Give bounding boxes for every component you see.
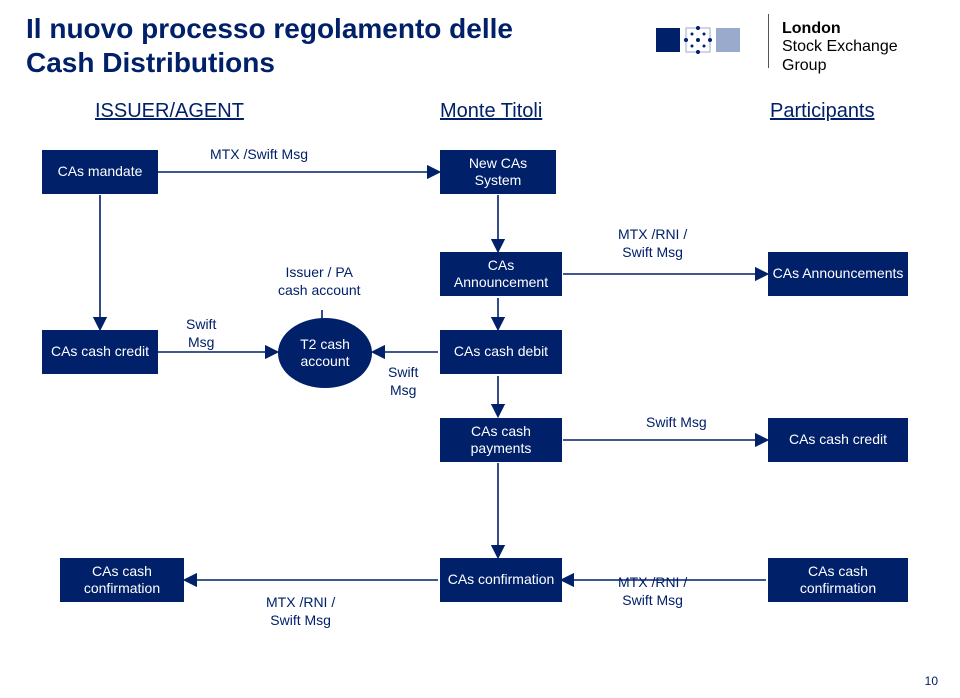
label-swift-msg-3: Swift Msg xyxy=(646,414,707,432)
box-cas-announcement: CAs Announcement xyxy=(440,252,562,296)
col-issuer-agent: ISSUER/AGENT xyxy=(95,100,244,123)
label-mtx-rni-2: MTX /RNI / Swift Msg xyxy=(266,594,335,629)
lseg-logo: London Stock Exchange Group xyxy=(648,14,938,68)
box-new-cas-system: New CAs System xyxy=(440,150,556,194)
label-issuer-pa: Issuer / PA cash account xyxy=(278,264,361,299)
col-monte-titoli: Monte Titoli xyxy=(440,100,542,123)
box-cas-cash-payments: CAs cash payments xyxy=(440,418,562,462)
box-cas-cash-credit-right: CAs cash credit xyxy=(768,418,908,462)
label-mtx-rni-1: MTX /RNI / Swift Msg xyxy=(618,226,687,261)
box-cas-cash-credit-left: CAs cash credit xyxy=(42,330,158,374)
label-swift-msg-1: Swift Msg xyxy=(186,316,216,351)
box-cas-cash-confirmation-right: CAs cash confirmation xyxy=(768,558,908,602)
logo-text: London Stock Exchange Group xyxy=(782,20,938,75)
page-title: Il nuovo processo regolamento delle Cash… xyxy=(26,12,586,79)
page-number: 10 xyxy=(925,674,938,688)
col-participants: Participants xyxy=(770,100,875,123)
box-cas-cash-confirmation-left: CAs cash confirmation xyxy=(60,558,184,602)
box-cas-mandate: CAs mandate xyxy=(42,150,158,194)
label-mtx-rni-3: MTX /RNI / Swift Msg xyxy=(618,574,687,609)
box-cas-announcements: CAs Announcements xyxy=(768,252,908,296)
box-cas-cash-debit: CAs cash debit xyxy=(440,330,562,374)
box-cas-confirmation-mid: CAs confirmation xyxy=(440,558,562,602)
ellipse-t2-cash-account: T2 cash account xyxy=(278,318,372,388)
label-swift-msg-2: Swift Msg xyxy=(388,364,418,399)
label-mtx-swift: MTX /Swift Msg xyxy=(210,146,308,164)
